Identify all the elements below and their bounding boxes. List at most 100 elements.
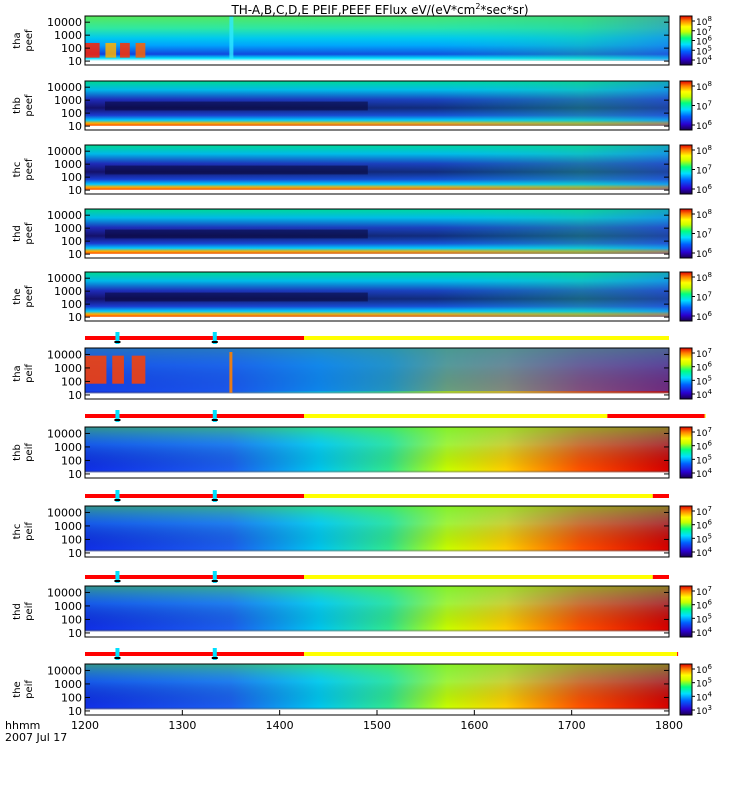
colorbar-tick-label: 108: [696, 15, 712, 28]
panel-label-probe: thc: [12, 524, 23, 540]
y-tick-label: 100: [61, 107, 82, 120]
y-tick-label: 1000: [54, 94, 82, 107]
colorbar-tick-label: 106: [696, 440, 712, 453]
panel-frame: [84, 144, 670, 195]
y-tick-label: 1000: [54, 222, 82, 235]
colorbar-tick-label: 106: [696, 361, 712, 374]
colorbar-tick-label: 104: [696, 626, 712, 639]
colorbar-tick-label: 108: [696, 208, 712, 221]
mode-marker: [212, 648, 217, 660]
colorbar-tick-label: 107: [696, 100, 712, 113]
y-tick-label: 10000: [47, 16, 82, 29]
panel-frame: [84, 15, 670, 66]
colorbar-tick-label: 106: [696, 183, 712, 196]
y-tick-label: 10000: [47, 506, 82, 519]
mode-marker-tick: [211, 341, 218, 343]
y-tick-label: 10000: [47, 209, 82, 222]
mode-bar-segment: [652, 575, 669, 579]
mode-marker: [212, 571, 217, 583]
y-tick-label: 1000: [54, 285, 82, 298]
mode-bar-thd: [85, 571, 669, 583]
spectrogram-image: [85, 145, 669, 194]
colorbar-tick-label: 106: [696, 519, 712, 532]
spectrogram-image: [85, 506, 669, 557]
colorbar-tick-label: 104: [696, 546, 712, 559]
mode-bar-segment: [85, 494, 304, 498]
mode-bar-segment: [677, 652, 679, 656]
colorbar-tick-label: 106: [696, 310, 712, 323]
panel-label-probe: thb: [12, 97, 23, 114]
figure-title: TH-A,B,C,D,E PEIF,PEEF EFlux eV/(eV*cm2*…: [85, 2, 675, 17]
y-tick-label: 1000: [54, 600, 82, 613]
x-tick-label: 1300: [168, 719, 196, 732]
mode-bar-thb: [85, 410, 706, 422]
colorbar-thb-peef: 108 107 106: [679, 80, 712, 132]
panel-label-product: peef: [24, 285, 35, 308]
mode-bar-segment: [607, 414, 705, 418]
y-tick-label: 1000: [54, 158, 82, 171]
y-tick-label: 100: [61, 171, 82, 184]
panel-label-product: peif: [24, 680, 35, 699]
colorbar-tick-label: 106: [696, 247, 712, 260]
mode-bar-segment: [85, 414, 304, 418]
y-tick-label: 10: [68, 705, 82, 718]
panel-frame: [84, 208, 670, 259]
colorbar-tick-label: 108: [696, 144, 712, 157]
y-tick-label: 10000: [47, 664, 82, 677]
y-tick-label: 100: [61, 235, 82, 248]
panel-label-product: peif: [24, 602, 35, 621]
y-tick-label: 1000: [54, 29, 82, 42]
mode-marker-tick: [114, 657, 121, 659]
colorbar-tick-label: 106: [696, 35, 712, 48]
panel-label-product: peef: [24, 29, 35, 52]
mode-bar-the: [85, 648, 679, 660]
y-tick-label: 10: [68, 389, 82, 402]
mode-marker: [212, 490, 217, 502]
y-tick-label: 10: [68, 627, 82, 640]
mode-marker: [115, 571, 120, 583]
panel-label-probe: thb: [12, 444, 23, 461]
panel-label-product: peif: [24, 443, 35, 462]
colorbar-thc-peef: 108 107 106: [679, 144, 712, 196]
y-tick-label: 100: [61, 613, 82, 626]
x-tick-label: 1500: [363, 719, 391, 732]
colorbar-tick-label: 107: [696, 228, 712, 241]
y-tick-label: 10000: [47, 81, 82, 94]
mode-bar-segment: [85, 575, 304, 579]
panel-label-product: peef: [24, 94, 35, 117]
y-tick-label: 1000: [54, 678, 82, 691]
colorbar-tick-label: 108: [696, 271, 712, 284]
mode-marker-tick: [211, 419, 218, 421]
x-unit-label: hhmm: [5, 719, 40, 732]
colorbar-tick-label: 105: [696, 374, 712, 387]
colorbar-tick-label: 103: [696, 704, 712, 717]
colorbar-tick-label: 107: [696, 25, 712, 38]
mode-bar-segment: [304, 494, 653, 498]
mode-marker: [115, 332, 120, 344]
y-tick-label: 10000: [47, 348, 82, 361]
colorbar-tick-label: 104: [696, 690, 712, 703]
mode-marker-tick: [211, 499, 218, 501]
spectrogram-image: [85, 348, 669, 399]
colorbar-tick-label: 107: [696, 291, 712, 304]
y-tick-label: 100: [61, 375, 82, 388]
colorbar-tick-label: 107: [696, 505, 712, 518]
panel-label-product: peif: [24, 364, 35, 383]
title-prefix: TH-A,B,C,D,E PEIF,PEEF EFlux eV/(eV*cm: [231, 3, 476, 17]
mode-marker-tick: [211, 657, 218, 659]
x-date-label: 2007 Jul 17: [5, 731, 67, 744]
colorbar-tick-label: 107: [696, 164, 712, 177]
